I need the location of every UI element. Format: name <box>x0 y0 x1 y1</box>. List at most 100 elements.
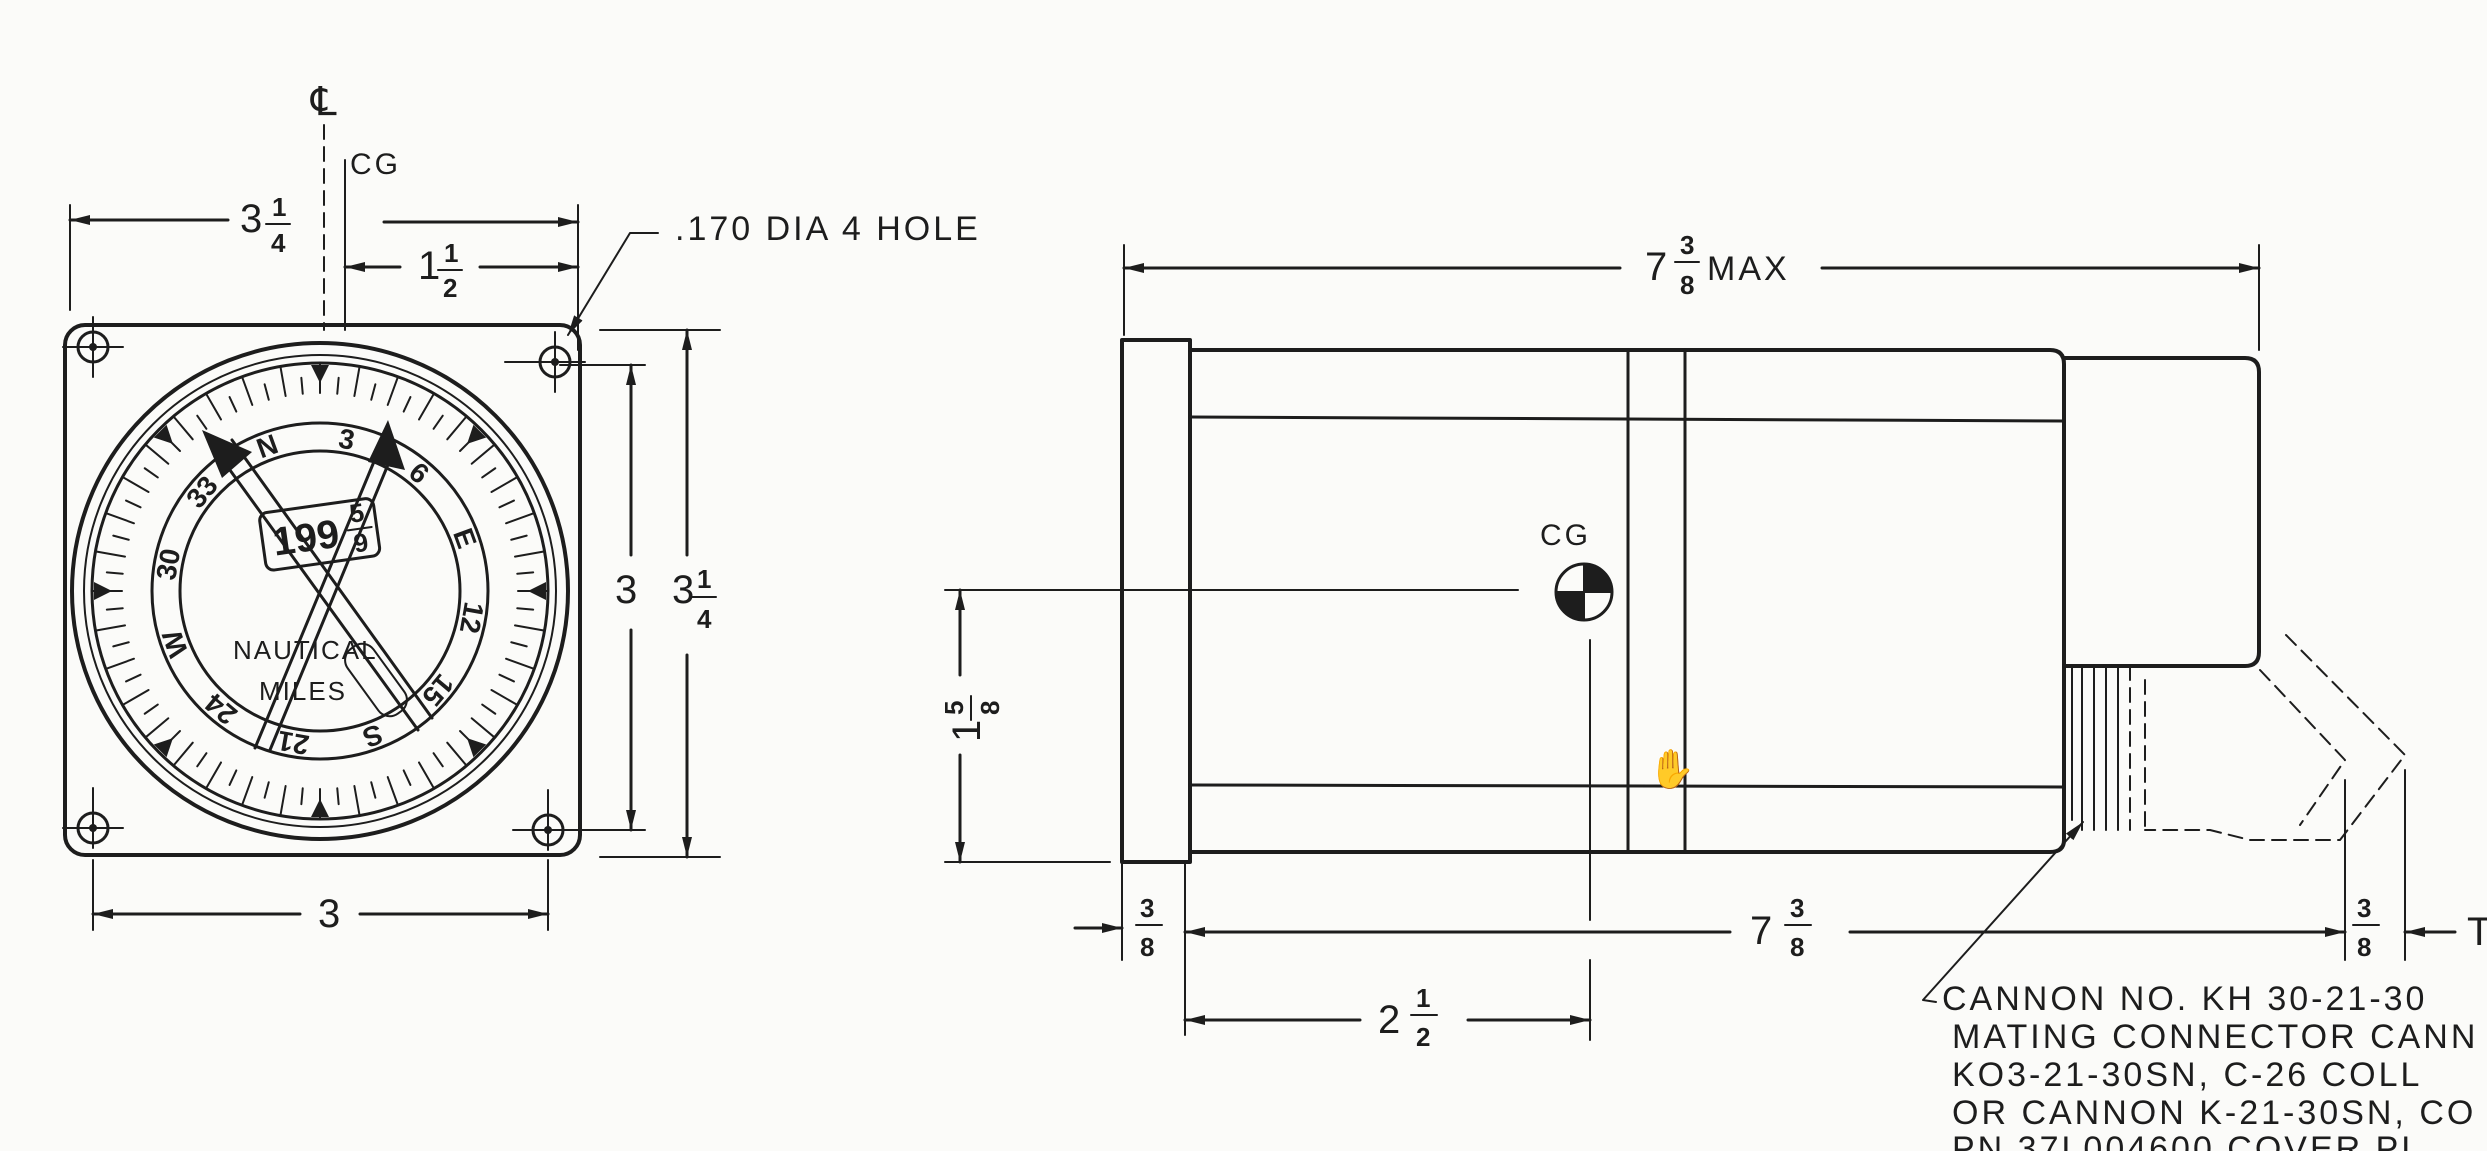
dial-tick <box>279 784 287 817</box>
distance-counter: 199 5 9 <box>258 497 382 572</box>
dial-tick <box>402 769 412 786</box>
dial-bug-markers <box>94 365 546 817</box>
dial-tick <box>516 607 535 611</box>
dial-tick <box>505 657 536 670</box>
dial-tick <box>481 703 497 715</box>
svg-text:8: 8 <box>2357 932 2371 962</box>
dimension-cg-offset: 1 1 2 <box>343 238 580 303</box>
dimension-width-top: 3 1 4 <box>68 192 580 351</box>
dial-heading-label: 33 <box>180 470 224 514</box>
dial-tick <box>241 776 254 807</box>
hole-callout: .170 DIA 4 HOLE <box>567 210 981 336</box>
dial-tick <box>172 415 194 441</box>
svg-text:4: 4 <box>697 604 712 634</box>
dial-tick <box>336 376 340 395</box>
dial-tick <box>143 703 159 715</box>
svg-text:3: 3 <box>240 197 262 241</box>
dial-heading-label: 30 <box>150 546 186 582</box>
dial-bug-marker <box>153 424 173 444</box>
svg-text:3: 3 <box>2357 893 2371 923</box>
svg-text:MAX: MAX <box>1707 250 1790 288</box>
centerline-symbol: ℄ <box>310 80 337 124</box>
mating-connector-outline <box>2144 634 2406 841</box>
cg-symbol <box>1554 562 1614 622</box>
dial-tick <box>263 383 270 401</box>
svg-text:3: 3 <box>1790 893 1804 923</box>
dial-tick <box>490 689 519 706</box>
dial-tick <box>112 641 130 648</box>
dial-tick <box>144 717 170 739</box>
dial-tick <box>228 396 238 413</box>
dial-heading-label: 21 <box>275 725 311 761</box>
dial-tick <box>105 607 124 611</box>
dial-tick <box>470 443 496 465</box>
dial-tick <box>498 673 515 683</box>
dial-bug-marker <box>467 424 487 444</box>
svg-text:.170 DIA 4 HOLE: .170 DIA 4 HOLE <box>675 210 981 248</box>
dial-tick <box>125 499 142 509</box>
dial-tick <box>418 392 435 421</box>
svg-text:1: 1 <box>697 564 711 594</box>
svg-text:8: 8 <box>975 701 1005 715</box>
dial-tick <box>121 476 150 493</box>
hand-cursor-icon: ✋ <box>1648 747 1695 791</box>
cg-label-side: CG <box>1540 519 1591 552</box>
dial-tick <box>94 624 127 632</box>
dial-heading-label: N <box>252 428 282 464</box>
dial-tick <box>510 641 528 648</box>
dimension-height-inner: 3 <box>559 363 646 832</box>
svg-text:8: 8 <box>1680 270 1694 300</box>
dial-tick <box>353 784 361 817</box>
dial-tick <box>402 396 412 413</box>
note-line-4: OR CANNON K-21-30SN, CO <box>1952 1094 2476 1132</box>
dial-tick <box>121 689 150 706</box>
dial-tick <box>172 741 194 767</box>
connector-pins <box>2071 665 2146 831</box>
svg-text:3: 3 <box>672 568 694 612</box>
bearing-pointer-2 <box>253 420 405 752</box>
dial-heading-label: W <box>156 625 194 661</box>
dial-tick <box>432 752 444 768</box>
note-line-1: CANNON NO. KH 30-21-30 <box>1942 980 2427 1018</box>
dial-tick <box>513 550 546 558</box>
dial-tick <box>446 741 468 767</box>
svg-text:2: 2 <box>1416 1022 1430 1052</box>
dimension-width-bottom: 3 <box>91 859 550 936</box>
dial-tick <box>470 717 496 739</box>
svg-text:8: 8 <box>1140 932 1154 962</box>
dial-heading-label: 24 <box>199 687 243 731</box>
dial-bug-marker <box>311 365 329 383</box>
side-view: 7 3 8 MAX <box>939 230 2487 1151</box>
dial-bug-marker <box>94 582 112 600</box>
dial-bug-marker <box>528 582 546 600</box>
dial-tick <box>228 769 238 786</box>
dial-tick <box>196 752 208 768</box>
connector-housing <box>2062 356 2261 668</box>
connector-note: CANNON NO. KH 30-21-30 MATING CONNECTOR … <box>1922 821 2476 1151</box>
dial-tick <box>490 476 519 493</box>
dial-tick <box>205 392 222 421</box>
dial-tick <box>143 467 159 479</box>
svg-text:9: 9 <box>352 527 371 559</box>
svg-text:3: 3 <box>318 892 340 936</box>
svg-text:199: 199 <box>270 512 342 565</box>
dial-tick <box>386 776 399 807</box>
dial-tick <box>446 415 468 441</box>
dimension-flange-thickness: 3 8 <box>1073 861 1186 1036</box>
cg-label-front: CG <box>350 148 401 181</box>
svg-text:1: 1 <box>444 238 458 268</box>
dial-tick <box>300 787 304 806</box>
dimension-height-outer: 3 1 4 <box>599 328 721 859</box>
dial-heading-label: E <box>447 524 483 552</box>
mounting-plate <box>63 323 582 857</box>
dial-heading-label: 6 <box>403 456 435 490</box>
svg-text:3: 3 <box>615 568 637 612</box>
dimension-cg-height: 1 5 8 <box>939 588 1111 864</box>
dial-tick <box>481 467 497 479</box>
front-view: ℄ CG 3 1 4 1 1 2 .170 DIA 4 HOLE <box>62 80 981 936</box>
dial-heading-label: 12 <box>454 600 490 636</box>
svg-text:5: 5 <box>939 701 969 715</box>
dial-tick <box>112 534 130 541</box>
svg-text:2: 2 <box>443 273 457 303</box>
dial-tick <box>263 781 270 799</box>
